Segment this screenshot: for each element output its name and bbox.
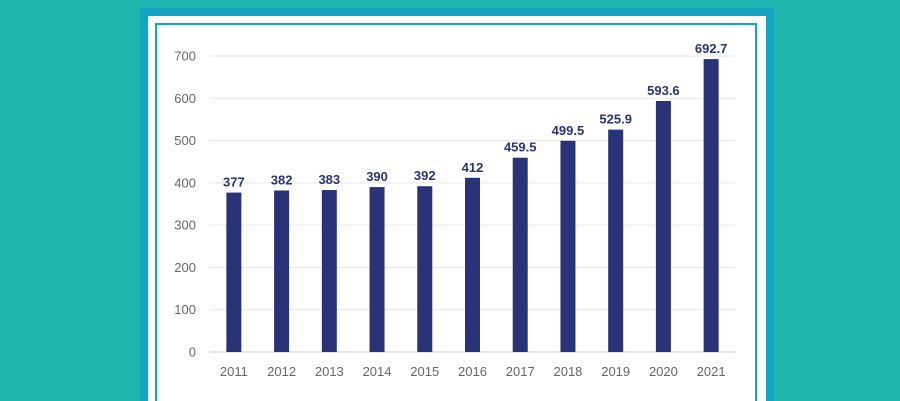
x-tick-label: 2012 bbox=[267, 364, 296, 379]
y-axis-ticks: 0 100 200 300 400 500 600 700 bbox=[174, 49, 196, 360]
bar bbox=[560, 140, 576, 352]
y-tick-label: 100 bbox=[174, 302, 196, 317]
x-tick-label: 2011 bbox=[220, 364, 248, 379]
bar bbox=[274, 190, 290, 352]
chart-frame-border bbox=[155, 23, 757, 401]
data-label: 412 bbox=[462, 160, 484, 175]
data-labels: 377 382 383 390 392 412 459.5 499.5 525.9 593.6 69… bbox=[223, 41, 727, 189]
y-tick-label: 200 bbox=[174, 260, 196, 275]
bar bbox=[608, 129, 624, 352]
bar bbox=[703, 59, 719, 353]
x-tick-label: 2017 bbox=[506, 364, 535, 379]
data-label: 377 bbox=[223, 175, 245, 190]
data-label: 692.7 bbox=[695, 41, 728, 56]
y-tick-label: 300 bbox=[174, 218, 196, 233]
data-label: 392 bbox=[414, 168, 436, 183]
x-axis-ticks: 2011 2012 2013 2014 2015 2016 2017 2018 2019 2020… bbox=[220, 364, 726, 379]
x-tick-label: 2016 bbox=[458, 364, 487, 379]
x-tick-label: 2021 bbox=[697, 364, 726, 379]
y-tick-label: 700 bbox=[174, 49, 196, 64]
x-tick-label: 2014 bbox=[363, 364, 392, 379]
bar bbox=[655, 100, 671, 352]
data-label: 390 bbox=[366, 169, 388, 184]
data-label: 593.6 bbox=[647, 83, 680, 98]
data-label: 383 bbox=[318, 172, 340, 187]
data-label: 459.5 bbox=[504, 140, 537, 155]
x-tick-label: 2020 bbox=[649, 364, 678, 379]
bar bbox=[226, 192, 242, 352]
y-tick-label: 600 bbox=[174, 91, 196, 106]
x-tick-label: 2013 bbox=[315, 364, 344, 379]
bar bbox=[417, 186, 433, 352]
data-label: 525.9 bbox=[599, 112, 632, 127]
bar bbox=[321, 190, 337, 352]
y-tick-label: 500 bbox=[174, 133, 196, 148]
bar bbox=[465, 177, 480, 352]
data-label: 382 bbox=[271, 172, 293, 187]
x-tick-label: 2019 bbox=[601, 364, 630, 379]
bar bbox=[512, 157, 528, 352]
x-tick-label: 2015 bbox=[410, 364, 439, 379]
bar bbox=[369, 187, 385, 352]
bars bbox=[226, 59, 719, 353]
y-tick-label: 400 bbox=[174, 175, 196, 190]
data-label: 499.5 bbox=[552, 123, 585, 138]
x-tick-label: 2018 bbox=[553, 364, 582, 379]
y-tick-label: 0 bbox=[189, 345, 196, 360]
